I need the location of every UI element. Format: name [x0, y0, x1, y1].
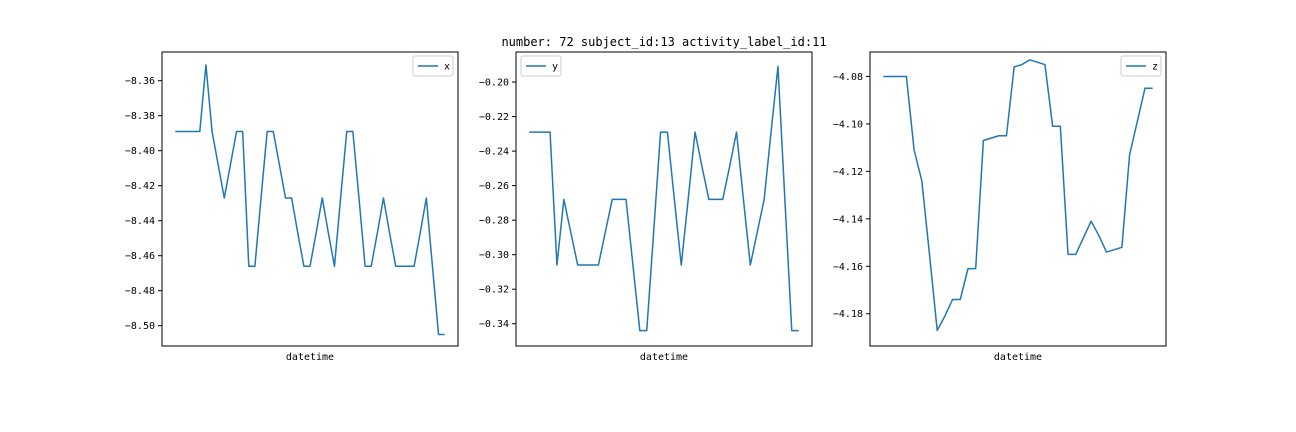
y-tick-label: −8.44	[125, 216, 155, 227]
y-tick-label: −8.48	[125, 286, 155, 297]
y-tick-label: −8.38	[125, 111, 155, 122]
y-tick-label: −0.34	[479, 319, 509, 330]
y-tick-label: −4.14	[833, 214, 863, 225]
y-tick-label: −0.26	[479, 181, 509, 192]
y-tick-label: −4.18	[833, 309, 863, 320]
y-tick-label: −4.08	[833, 72, 863, 83]
series-line-y	[529, 65, 799, 332]
series-line-x	[175, 64, 445, 336]
subplot-3: −4.18 −4.16 −4.14 −4.12 −4.10 −4.08 datetime z	[833, 51, 1167, 363]
series-line-z	[883, 59, 1153, 332]
y-tick-label: −4.10	[833, 119, 863, 130]
legend: x	[412, 55, 454, 77]
plot-frame	[161, 51, 459, 347]
y-tick-label: −8.42	[125, 181, 155, 192]
y-tick-label: −0.30	[479, 250, 509, 261]
subplot-2: −0.34 −0.32 −0.30 −0.28 −0.26 −0.24 −0.22 −0.20…	[479, 51, 813, 363]
y-tick-label: −4.16	[833, 262, 863, 273]
y-tick-label: −0.24	[479, 147, 509, 158]
x-axis-label: datetime	[640, 352, 688, 363]
y-tick-label: −8.50	[125, 321, 155, 332]
plot-frame	[869, 51, 1167, 347]
y-tick-label: −8.40	[125, 146, 155, 157]
legend: y	[520, 55, 562, 77]
legend-label: y	[552, 62, 558, 73]
legend-label: z	[1152, 62, 1158, 73]
x-axis-label: datetime	[286, 352, 334, 363]
y-tick-label: −0.20	[479, 78, 509, 89]
legend-label: x	[444, 62, 450, 73]
plot-frame	[515, 51, 813, 347]
x-axis-label: datetime	[994, 352, 1042, 363]
figure-title: number: 72 subject_id:13 activity_label_…	[501, 35, 826, 49]
y-tick-label: −0.32	[479, 285, 509, 296]
y-tick-label: −0.22	[479, 112, 509, 123]
subplot-1: −8.50 −8.48 −8.46 −8.44 −8.42 −8.40 −8.38 −8.36…	[125, 51, 459, 363]
y-tick-label: −0.28	[479, 216, 509, 227]
y-tick-label: −8.46	[125, 251, 155, 262]
y-tick-label: −4.12	[833, 167, 863, 178]
y-tick-label: −8.36	[125, 76, 155, 87]
legend: z	[1120, 55, 1162, 77]
